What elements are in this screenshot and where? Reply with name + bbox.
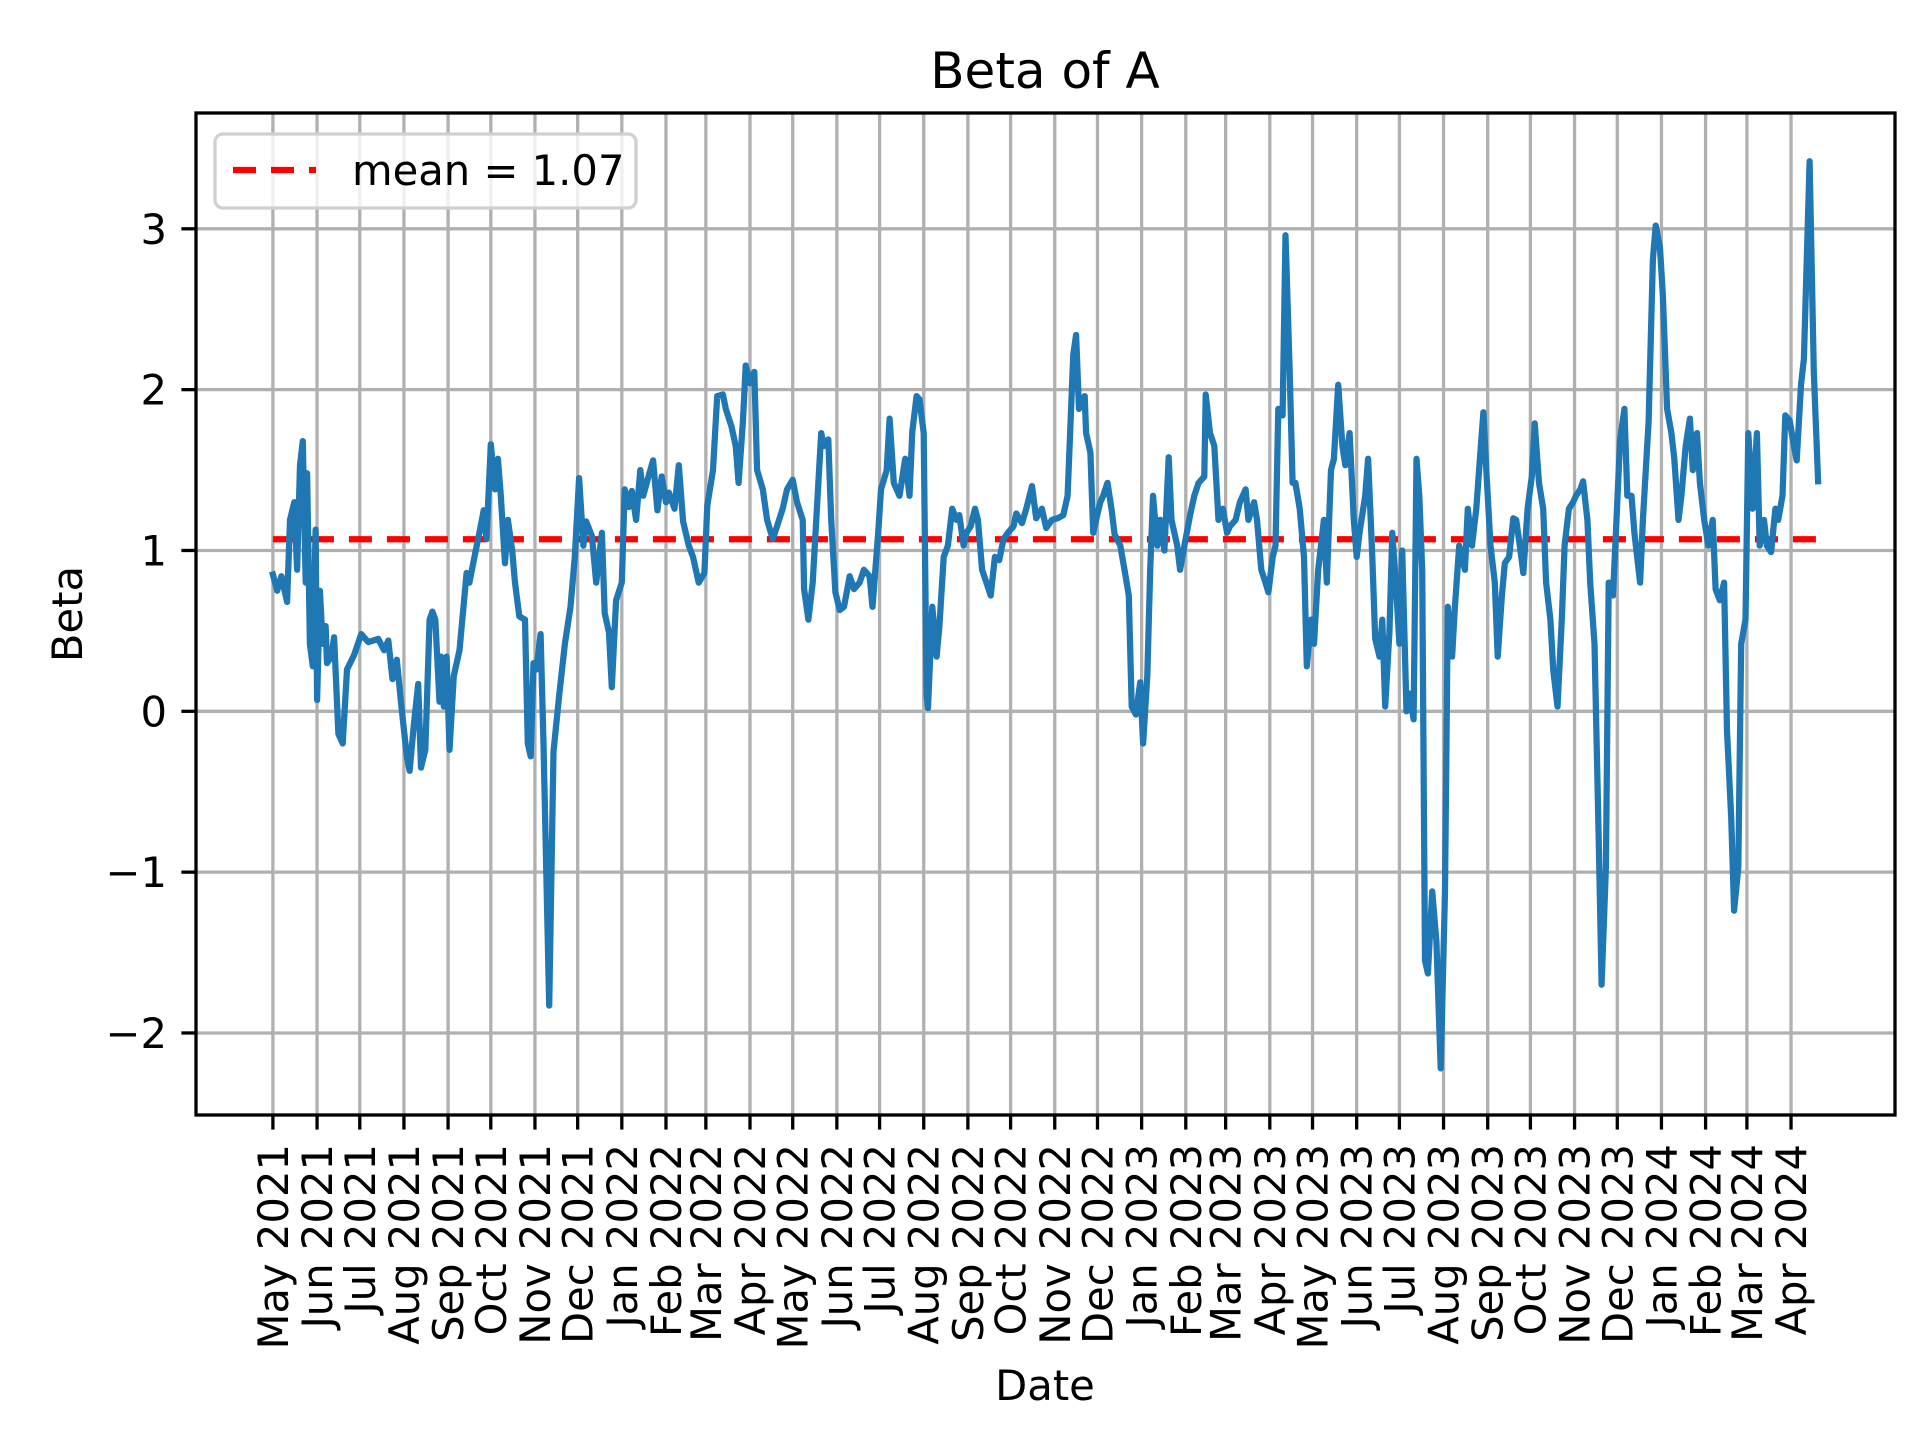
x-tick-label: Apr 2024	[1767, 1144, 1816, 1335]
x-tick-label: May 2023	[1289, 1144, 1338, 1350]
x-tick-label: Aug 2023	[1420, 1144, 1469, 1345]
x-tick-label: Jun 2023	[1333, 1144, 1382, 1331]
y-tick-label: 1	[140, 526, 167, 575]
axes-frame	[194, 111, 1897, 1117]
x-tick-label: Jan 2024	[1637, 1144, 1686, 1331]
legend-mean-label: mean = 1.07	[352, 146, 624, 195]
x-tick-label: Feb 2022	[642, 1144, 691, 1337]
x-tick-label: Jan 2022	[598, 1144, 647, 1331]
y-tick-label: 0	[140, 687, 167, 736]
x-tick-label: Mar 2024	[1723, 1144, 1772, 1342]
x-tick-label: Feb 2024	[1682, 1144, 1731, 1337]
legend-box	[213, 132, 638, 210]
x-tick-label: Dec 2021	[554, 1144, 603, 1344]
x-tick-label: Jul 2023	[1375, 1144, 1424, 1317]
x-tick-label: Oct 2023	[1506, 1144, 1555, 1335]
x-tick-label: Jul 2021	[336, 1144, 385, 1317]
x-tick-label: Sep 2021	[424, 1144, 473, 1342]
x-tick-label: May 2021	[249, 1144, 298, 1350]
x-tick-label: Mar 2023	[1202, 1144, 1251, 1342]
x-tick-label: Sep 2023	[1464, 1144, 1513, 1342]
series-layer	[269, 158, 1822, 1072]
x-tick-label: Jun 2021	[293, 1144, 342, 1331]
x-tick-label: Sep 2022	[944, 1144, 993, 1342]
grid-lines	[196, 113, 1895, 1115]
y-tick-label: −1	[106, 848, 167, 897]
x-tick-label: Jul 2022	[856, 1144, 905, 1317]
x-tick-label: Mar 2022	[682, 1144, 731, 1342]
x-tick-label: Oct 2022	[987, 1144, 1036, 1335]
x-tick-label: Aug 2022	[900, 1144, 949, 1345]
x-tick-label: Jun 2022	[813, 1144, 862, 1331]
beta-series-line	[269, 158, 1822, 1072]
x-tick-label: Nov 2023	[1551, 1144, 1600, 1345]
x-tick-label: Jan 2023	[1118, 1144, 1167, 1331]
x-tick-label: Nov 2021	[511, 1144, 560, 1345]
x-tick-label: Oct 2021	[467, 1144, 516, 1335]
x-tick-label: Apr 2022	[726, 1144, 775, 1335]
y-axis-label: Beta	[43, 566, 92, 662]
x-tick-label: Dec 2022	[1073, 1144, 1122, 1344]
x-tick-label: Aug 2021	[380, 1144, 429, 1345]
x-tick-label: Nov 2022	[1031, 1144, 1080, 1345]
y-tick-label: 3	[140, 205, 167, 254]
x-tick-label: Apr 2023	[1246, 1144, 1295, 1335]
y-tick-label: −2	[106, 1009, 167, 1058]
x-tick-label: Dec 2023	[1593, 1144, 1642, 1344]
y-tick-label: 2	[140, 366, 167, 415]
x-tick-label: Feb 2023	[1162, 1144, 1211, 1337]
legend: mean = 1.07	[213, 132, 638, 210]
x-axis-label: Date	[995, 1361, 1095, 1410]
x-tick-label: May 2022	[769, 1144, 818, 1350]
chart-title: Beta of A	[930, 42, 1160, 100]
